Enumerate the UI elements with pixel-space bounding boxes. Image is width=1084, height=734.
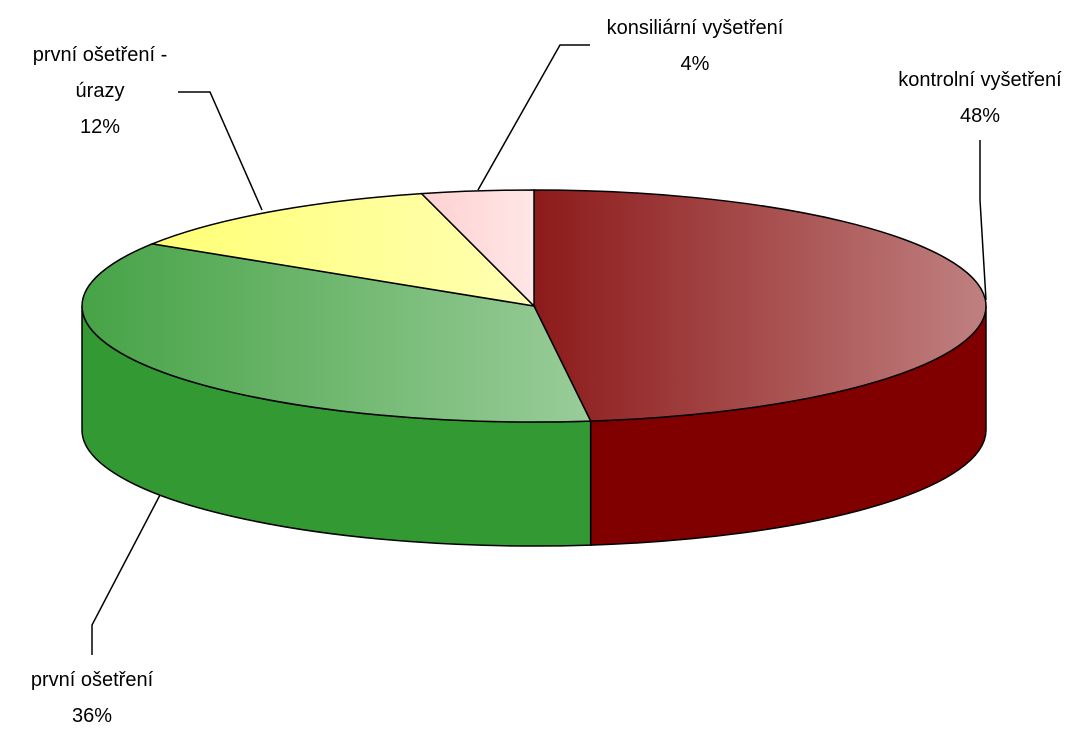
data-label: první ošetření 36% [0, 662, 202, 734]
category-label: kontrolní vyšetření [898, 69, 1062, 91]
data-label: kontrolní vyšetření 48% [870, 62, 1084, 134]
data-label: konsiliární vyšetření 4% [565, 10, 825, 82]
category-label: konsiliární vyšetření [606, 17, 784, 39]
leader-lines [91, 44, 987, 655]
value-label: 36% [71, 705, 113, 727]
leader-line [91, 494, 161, 655]
leader-line [979, 140, 987, 301]
value-label: 12% [79, 116, 121, 138]
leader-line [477, 44, 590, 191]
pie-slice [149, 192, 537, 308]
pie-slice [419, 189, 535, 308]
data-label: první ošetření - úrazy 12% [13, 37, 188, 145]
leader-line [178, 91, 263, 211]
category-label: první ošetření [30, 669, 154, 691]
pie-slice [81, 243, 592, 423]
pie-tops [81, 189, 987, 423]
category-label: první ošetření - úrazy [32, 44, 168, 102]
pie-slice [533, 189, 987, 422]
value-label: 4% [680, 53, 710, 75]
value-label: 48% [959, 105, 1001, 127]
